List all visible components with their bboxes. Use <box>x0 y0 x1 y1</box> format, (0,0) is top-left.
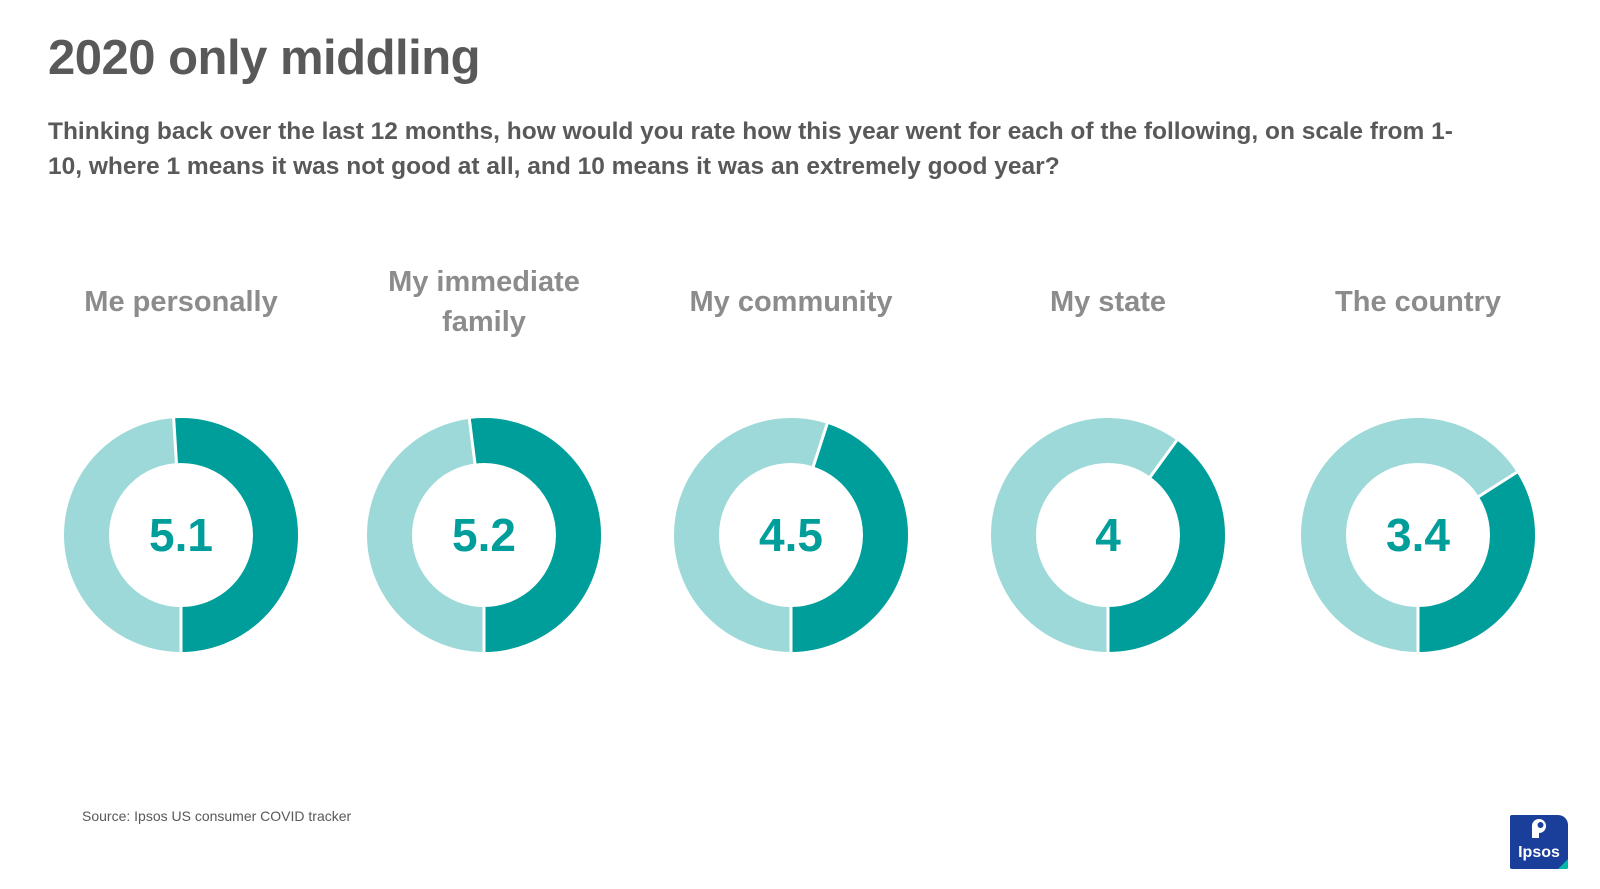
category-label-line: My community <box>689 286 893 318</box>
ipsos-logo: Ipsos <box>1510 815 1568 869</box>
segment-separator <box>172 417 179 465</box>
category-label: My state <box>968 282 1248 322</box>
donut-value-label: 5.1 <box>149 509 213 561</box>
donut-value-label: 4.5 <box>759 509 823 561</box>
logo-mark-icon <box>1532 819 1546 838</box>
page-title: 2020 only middling <box>48 31 481 85</box>
logo-text: Ipsos <box>1518 844 1560 861</box>
segment-separator <box>811 422 829 468</box>
question-text: Thinking back over the last 12 months, h… <box>48 118 1453 180</box>
donut-2: 5.2 <box>367 417 601 653</box>
segment-separator <box>1477 470 1519 499</box>
donut-4: 4 <box>991 418 1225 653</box>
category-label-line: Me personally <box>84 286 278 318</box>
donut-value-label: 5.2 <box>452 509 516 561</box>
segment-separator <box>1148 438 1179 479</box>
segment-separator <box>467 417 477 465</box>
category-label: My immediate family <box>344 262 624 342</box>
category-label-line: family <box>442 306 526 338</box>
source-note: Source: Ipsos US consumer COVID tracker <box>82 808 352 824</box>
category-label: My community <box>651 282 931 322</box>
category-label: Me personally <box>41 282 321 322</box>
donut-value-label: 4 <box>1095 509 1121 561</box>
donut-5: 3.4 <box>1301 418 1535 653</box>
category-label-line: My state <box>1049 286 1167 318</box>
category-label: The country <box>1278 282 1558 322</box>
donut-1: 5.1 <box>64 417 298 653</box>
category-label-line: The country <box>1335 286 1501 318</box>
category-label-line: My immediate <box>388 266 580 298</box>
donut-value-label: 3.4 <box>1386 509 1450 561</box>
logo-accent <box>1558 859 1568 869</box>
donut-3: 4.5 <box>674 418 908 653</box>
